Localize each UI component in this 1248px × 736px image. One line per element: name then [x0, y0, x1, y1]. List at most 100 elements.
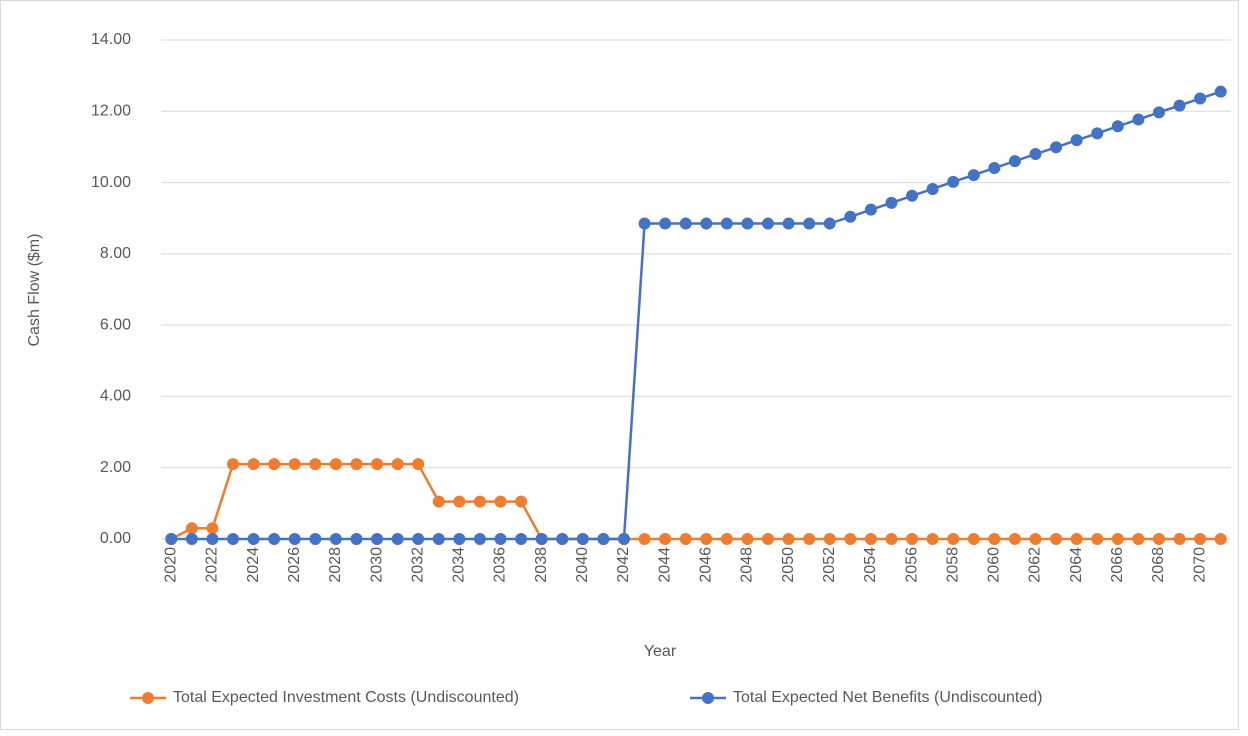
point [803, 217, 816, 230]
point [988, 161, 1001, 174]
point [659, 217, 672, 230]
point [762, 533, 775, 545]
point [926, 182, 939, 195]
point [1111, 120, 1124, 133]
point [906, 189, 919, 202]
point [803, 533, 816, 545]
point [371, 533, 384, 545]
point [309, 533, 322, 545]
point [576, 533, 589, 545]
x-tick-label: 2054 [862, 547, 879, 583]
x-tick-label: 2056 [903, 547, 920, 583]
x-tick-label: 2068 [1150, 547, 1167, 583]
point [1091, 533, 1104, 545]
point [556, 533, 569, 545]
point [391, 458, 404, 471]
point [329, 458, 342, 471]
x-tick-label: 2028 [327, 547, 344, 583]
point [494, 533, 507, 545]
x-tick-label: 2032 [409, 547, 426, 583]
point [1214, 85, 1227, 98]
point [864, 203, 877, 216]
x-tick-label: 2044 [656, 547, 673, 583]
point [617, 533, 630, 545]
point [1008, 155, 1021, 168]
x-tick-label: 2024 [245, 547, 262, 583]
point [1050, 141, 1063, 154]
y-tick-label: 14.00 [91, 31, 131, 48]
point [165, 533, 178, 545]
point [720, 533, 733, 545]
point [782, 533, 795, 545]
point [1214, 533, 1227, 545]
point [1029, 148, 1042, 161]
point [206, 533, 219, 545]
point [906, 533, 919, 545]
point [288, 533, 301, 545]
point [1173, 533, 1186, 545]
point [227, 533, 240, 545]
point [1070, 134, 1083, 147]
point [473, 533, 486, 545]
point [1152, 533, 1165, 545]
point [494, 495, 507, 508]
point [453, 533, 466, 545]
point [988, 533, 1001, 545]
x-tick-label: 2060 [986, 547, 1003, 583]
point [1173, 99, 1186, 112]
legend-marker [142, 692, 154, 704]
point [247, 458, 260, 471]
x-tick-label: 2062 [1027, 547, 1044, 583]
point [185, 522, 198, 535]
point [206, 522, 219, 535]
point [412, 458, 425, 471]
point [1111, 533, 1124, 545]
point [247, 533, 260, 545]
point [515, 533, 528, 545]
point [432, 495, 445, 508]
point [1091, 127, 1104, 140]
point [1152, 106, 1165, 119]
point [844, 533, 857, 545]
y-tick-label: 8.00 [100, 245, 131, 262]
x-tick-label: 2030 [368, 547, 385, 583]
point [597, 533, 610, 545]
x-tick-label: 2048 [739, 547, 756, 583]
x-tick-label: 2036 [492, 547, 509, 583]
x-tick-label: 2026 [286, 547, 303, 583]
point [371, 458, 384, 471]
x-tick-label: 2040 [574, 547, 591, 583]
point [350, 458, 363, 471]
y-tick-label: 2.00 [100, 459, 131, 476]
point [515, 495, 528, 508]
point [823, 217, 836, 230]
point [967, 169, 980, 182]
point [967, 533, 980, 545]
y-tick-label: 6.00 [100, 316, 131, 333]
point [350, 533, 363, 545]
point [185, 533, 198, 545]
point [844, 210, 857, 223]
point [659, 533, 672, 545]
point [679, 533, 692, 545]
point [700, 533, 713, 545]
point [412, 533, 425, 545]
point [823, 533, 836, 545]
point [309, 458, 322, 471]
point [1194, 533, 1207, 545]
point [453, 495, 466, 508]
point [762, 217, 775, 230]
x-tick-label: 2070 [1191, 547, 1208, 583]
series-line [170, 462, 1221, 541]
point [1050, 533, 1063, 545]
point [535, 533, 548, 545]
point [227, 458, 240, 471]
point [391, 533, 404, 545]
x-tick-label: 2046 [698, 547, 715, 583]
y-tick-label: 12.00 [91, 103, 131, 120]
point [288, 458, 301, 471]
y-axis-title: Cash Flow ($m) [26, 234, 43, 347]
point [1008, 533, 1021, 545]
x-tick-label: 2034 [451, 547, 468, 583]
